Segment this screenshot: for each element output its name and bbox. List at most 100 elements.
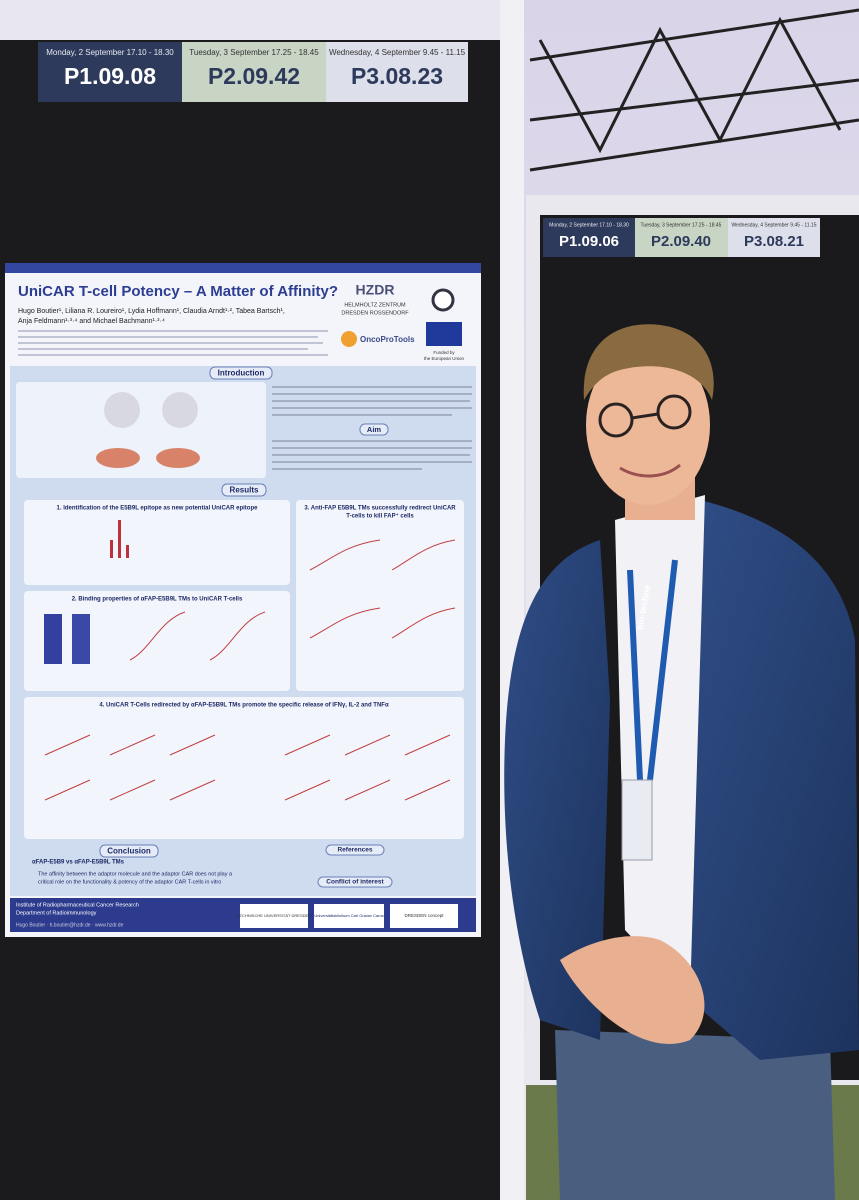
poster-authors: Hugo Boutier¹, Liliana R. Loureiro¹, Lyd… — [18, 308, 285, 315]
partner-logo — [240, 904, 308, 928]
jacket-left — [504, 540, 610, 1040]
cell — [104, 392, 140, 428]
conclusion-heading: αFAP-E5B9 vs αFAP-E5B9L TMs — [32, 860, 125, 866]
session-box — [182, 42, 326, 102]
session-date: Tuesday, 3 September 17.25 - 18.45 — [189, 48, 319, 57]
hair — [583, 324, 714, 400]
target-cell — [96, 448, 140, 468]
fig-bar — [126, 545, 129, 558]
intro-figure — [16, 382, 266, 478]
aim-text — [272, 440, 472, 470]
seal-logo — [431, 288, 455, 312]
session-date: Wednesday, 4 September 9.45 - 11.15 — [329, 48, 466, 57]
session-code: P1.09.06 — [559, 233, 619, 250]
session-box — [543, 218, 635, 257]
gel-image — [72, 614, 90, 664]
smile — [619, 463, 681, 478]
section-title: Conflict of interest — [326, 879, 384, 886]
logo-hzdr-name: DRESDEN ROSSENDORF — [341, 310, 409, 316]
section-header — [317, 876, 393, 888]
left-session-strip: Monday, 2 September 17.10 - 18.30 P1.09.… — [38, 42, 468, 102]
session-box — [326, 42, 468, 102]
results-panel — [24, 500, 290, 585]
affiliation-line — [18, 336, 318, 338]
badge — [621, 779, 653, 861]
panel-title: 1. Identification of the E5B9L epitope a… — [57, 506, 259, 512]
section-title: Conclusion — [107, 847, 151, 856]
poster: UniCAR T-cell Potency – A Matter of Affi… — [5, 263, 481, 937]
section-header — [325, 844, 385, 856]
session-date: Monday, 2 September 17.10 - 18.30 — [549, 222, 629, 228]
panel-title: T-cells to kill FAP⁺ cells — [346, 513, 414, 520]
partner-name: TECHNISCHE UNIVERSITÄT DRESDEN — [237, 913, 311, 918]
section-title: Results — [230, 486, 259, 495]
partner-logo — [314, 904, 384, 928]
panel-title: 4. UniCAR T-Cells redirected by αFAP-E5B… — [99, 703, 389, 709]
affiliation-line — [18, 330, 328, 332]
poster-authors: Anja Feldmann¹·³·⁴ and Michael Bachmann¹… — [18, 318, 165, 325]
panel-title: 2. Binding properties of αFAP-E5B9L TMs … — [72, 597, 243, 603]
binding-curve — [129, 611, 186, 661]
results-panel — [24, 697, 464, 839]
logo-oncoprotools: OncoProTools — [360, 335, 415, 344]
board-post — [500, 0, 524, 1200]
session-code: P3.08.23 — [351, 63, 443, 89]
glasses-bridge — [631, 412, 659, 420]
footer-text: Hugo Boutier · h.boutier@hzdr.de · www.h… — [16, 922, 124, 928]
cytokine-series — [44, 779, 451, 801]
text-line — [272, 407, 472, 409]
text-line — [272, 414, 452, 416]
text-line — [272, 393, 472, 395]
results-panel — [296, 500, 464, 691]
shirt — [615, 495, 705, 1000]
target-cell — [156, 448, 200, 468]
affiliation-line — [18, 354, 328, 356]
cell — [162, 392, 198, 428]
footer-text: Institute of Radiopharmaceutical Cancer … — [16, 902, 139, 908]
lanyard-strap — [627, 559, 678, 781]
affiliations — [18, 330, 328, 356]
session-date: Wednesday, 4 September 9.45 - 11.15 — [731, 222, 816, 228]
section-header — [359, 423, 389, 436]
gel-image — [44, 614, 62, 664]
text-line — [272, 440, 472, 442]
section-header — [209, 366, 273, 380]
partner-name: Universitätsklinikum Carl Gustav Carus — [314, 913, 383, 918]
jeans — [555, 1030, 835, 1200]
text-line — [272, 454, 470, 456]
affiliation-line — [18, 348, 308, 350]
text-line — [272, 400, 470, 402]
logo-hzdr-name: HELMHOLTZ ZENTRUM — [344, 302, 406, 308]
session-code: P3.08.21 — [744, 233, 804, 250]
conclusion-text: The affinity between the adaptor molecul… — [38, 871, 233, 877]
glasses-lens — [598, 402, 634, 438]
killing-curves — [309, 539, 456, 639]
text-line — [272, 447, 472, 449]
section-title: Introduction — [218, 369, 265, 378]
session-box — [38, 42, 182, 102]
session-date: Monday, 2 September 17.10 - 18.30 — [46, 48, 174, 57]
text-line — [272, 461, 472, 463]
intro-text — [272, 386, 472, 416]
text-line — [272, 386, 472, 388]
session-code: P2.09.40 — [651, 233, 711, 250]
text-line — [272, 468, 422, 470]
bar-figure — [110, 520, 129, 558]
truss — [529, 8, 859, 172]
fig-bar — [110, 540, 113, 558]
conclusion-text: critical role on the functionality & pot… — [38, 879, 221, 885]
session-box — [635, 218, 728, 257]
section-header — [99, 844, 159, 858]
cytokine-series — [44, 734, 451, 756]
glasses-lens — [656, 394, 692, 430]
right-session-strip: Monday, 2 September 17.10 - 18.30 P1.09.… — [543, 218, 820, 257]
panel-title: 3. Anti-FAP E5B9L TMs successfully redir… — [304, 506, 456, 512]
binding-curve — [209, 611, 266, 661]
affiliation-line — [18, 342, 323, 344]
footer-text: Department of Radioimmunology — [16, 910, 97, 916]
session-box — [728, 218, 820, 257]
session-code: P1.09.08 — [64, 63, 156, 89]
partner-logo — [390, 904, 458, 928]
logo-hzdr: HZDR — [356, 282, 395, 298]
